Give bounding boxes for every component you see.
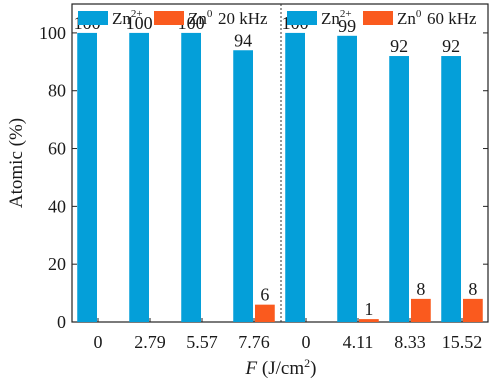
y-axis-title: Atomic (%) [6,118,27,208]
bar-zn2 [181,32,201,323]
bar-zn2 [389,56,409,322]
x-axis-unit-exponent: 2 [304,356,310,370]
x-tick-label: 4.11 [343,332,374,352]
legend-label: Zn2+ [112,8,143,28]
legend-label: Zn0 [188,8,213,28]
legend-group-label: 60 kHz [427,9,477,28]
plot-frame [71,3,489,323]
bar-value-label: 100 [126,13,153,33]
bar-value-label: 1 [364,299,373,319]
x-tick-label: 7.76 [238,332,270,352]
y-tick-label: 60 [48,139,66,159]
x-axis-variable: F [245,358,258,379]
bar-value-label: 99 [338,16,356,36]
bar-zn2 [233,50,253,322]
x-axis-close-paren: ) [310,358,316,379]
bar-zn0 [463,298,483,322]
x-axis-title: F (J/cm2) [245,356,317,379]
bar-zn0 [255,304,275,322]
bar-value-label: 8 [416,279,425,299]
y-tick-label: 40 [48,196,66,216]
y-tick-label: 100 [39,23,66,43]
x-tick-label: 0 [302,332,311,352]
bar-zn0 [411,298,431,322]
legend-label: Zn2+ [321,8,352,28]
legend-swatch-zn2 [78,11,108,25]
bar-value-label: 94 [234,30,252,50]
bar-value-label: 92 [390,36,408,56]
x-tick-label: 2.79 [134,332,166,352]
y-tick-label: 0 [57,312,66,332]
x-tick-label: 8.33 [394,332,426,352]
x-tick-label: 0 [94,332,103,352]
legend-label: Zn0 [397,8,422,28]
y-tick-label: 20 [48,254,66,274]
bar-value-label: 100 [178,13,205,33]
bar-zn2 [441,56,461,322]
legend-group-label: 20 kHz [218,9,268,28]
bar-value-label: 6 [260,285,269,305]
x-axis-unit: (J/cm [257,358,304,379]
bar-zn0 [359,319,379,322]
bar-zn2 [337,35,357,323]
bar-value-label: 8 [468,279,477,299]
legend-swatch-zn0 [363,11,393,25]
x-tick-label: 5.57 [186,332,218,352]
bar-value-label: 92 [442,36,460,56]
bar-zn2 [129,32,149,323]
bar-zn2 [285,32,305,323]
x-tick-label: 15.52 [442,332,483,352]
y-tick-label: 80 [48,81,66,101]
bar-zn2 [77,32,97,323]
legend-swatch-zn2 [287,11,317,25]
legend-swatch-zn0 [154,11,184,25]
